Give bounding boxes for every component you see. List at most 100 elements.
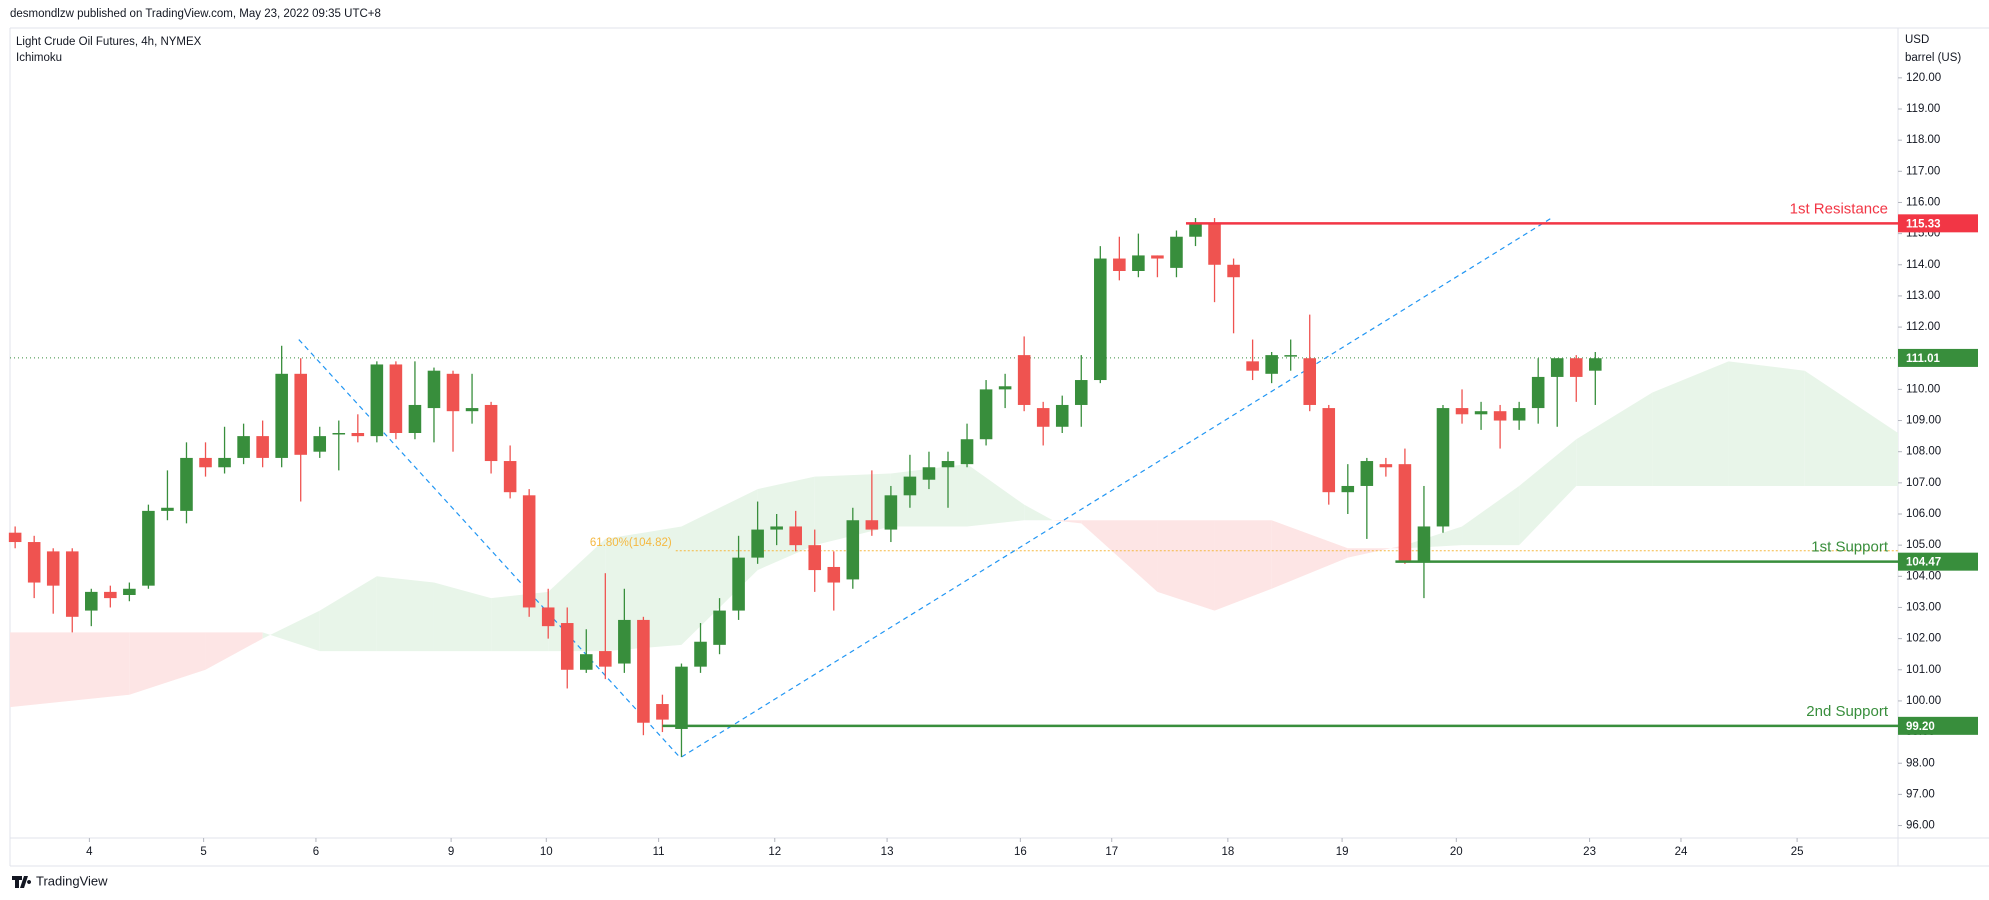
y-tick-label: 120.00 xyxy=(1906,72,1941,84)
y-tick-label: 117.00 xyxy=(1906,165,1940,177)
x-tick-label: 25 xyxy=(1791,846,1804,858)
y-tick-label: 113.00 xyxy=(1906,290,1940,302)
candle-body xyxy=(979,389,993,440)
candle-body xyxy=(1417,526,1431,561)
price-tag-label: 104.47 xyxy=(1906,557,1941,569)
candle-body xyxy=(1074,380,1088,405)
candle-body xyxy=(732,557,745,611)
candle-body xyxy=(941,461,955,468)
candle-body xyxy=(846,520,860,580)
candle-body xyxy=(104,591,117,599)
candle-body xyxy=(180,457,193,511)
y-tick-label: 114.00 xyxy=(1906,259,1940,271)
x-tick-label: 23 xyxy=(1583,846,1596,858)
y-tick-label: 100.00 xyxy=(1906,695,1941,707)
candle-body xyxy=(1531,376,1545,409)
candle-body xyxy=(503,461,517,493)
level-name: 2nd Support xyxy=(1806,703,1889,720)
candle-body xyxy=(770,526,783,530)
candle-body xyxy=(1360,461,1374,486)
candle-body xyxy=(1017,355,1031,405)
candle-body xyxy=(675,666,688,729)
candle-body xyxy=(922,467,936,480)
candle-body xyxy=(218,457,231,468)
x-tick-label: 12 xyxy=(768,846,781,858)
candle-body xyxy=(1455,408,1469,415)
candle-body xyxy=(808,545,822,571)
candle-body xyxy=(351,433,365,437)
indicator-name: Ichimoku xyxy=(16,52,62,64)
candle-body xyxy=(1189,224,1202,237)
x-tick-label: 11 xyxy=(653,846,665,858)
brand: TradingView xyxy=(36,873,108,888)
candle-body xyxy=(408,404,422,433)
candle-body xyxy=(27,542,41,583)
ichimoku-cloud xyxy=(10,632,130,708)
candle-body xyxy=(427,370,441,409)
ichimoku-cloud xyxy=(1804,370,1898,486)
y-tick-label: 110.00 xyxy=(1906,383,1940,395)
candle-body xyxy=(1589,358,1602,371)
candle-body xyxy=(560,623,574,670)
ichimoku-cloud xyxy=(1052,520,1082,524)
y-tick-label: 102.00 xyxy=(1906,633,1941,645)
candle-body xyxy=(1208,224,1221,265)
ichimoku-cloud xyxy=(1214,520,1272,611)
candle-body xyxy=(1493,411,1507,421)
ichimoku-cloud xyxy=(491,591,549,652)
candle-body xyxy=(313,436,327,452)
fib-label: 61.80%(104.82) xyxy=(590,537,672,549)
candle-body xyxy=(1227,264,1240,278)
candle-body xyxy=(1303,358,1317,405)
candle-body xyxy=(294,373,307,455)
candle-body xyxy=(1113,258,1126,271)
ichimoku-cloud xyxy=(1652,361,1729,486)
price-tag-label: 111.01 xyxy=(1906,353,1941,365)
price-tag-label: 115.33 xyxy=(1906,218,1941,230)
candle-body xyxy=(827,566,841,583)
y-tick-label: 109.00 xyxy=(1906,415,1941,427)
candle-body xyxy=(789,526,802,546)
plot xyxy=(8,217,1898,758)
unit: barrel (US) xyxy=(1905,52,1961,64)
ichimoku-cloud xyxy=(1157,520,1215,611)
candle-body xyxy=(1322,408,1336,493)
y-tick-label: 104.00 xyxy=(1906,570,1941,582)
x-tick-label: 6 xyxy=(313,846,319,858)
candle-body xyxy=(237,436,250,458)
candle-body xyxy=(1132,255,1145,271)
candle-body xyxy=(161,507,174,511)
publisher: desmondlzw published on TradingView.com,… xyxy=(10,8,381,20)
y-tick-label: 105.00 xyxy=(1906,539,1941,551)
x-tick-label: 18 xyxy=(1221,846,1234,858)
candle-body xyxy=(1341,485,1355,493)
candle-body xyxy=(884,495,898,530)
candle-body xyxy=(1398,464,1412,561)
price-tag-label: 99.20 xyxy=(1906,721,1935,733)
ichimoku-cloud xyxy=(376,576,434,652)
x-tick-label: 19 xyxy=(1336,846,1349,858)
candle-body xyxy=(1379,464,1393,468)
candle-body xyxy=(199,457,212,468)
x-tick-label: 17 xyxy=(1105,846,1118,858)
candle-body xyxy=(637,619,650,723)
ichimoku-cloud xyxy=(1081,520,1158,592)
candle-body xyxy=(903,476,917,496)
y-tick-label: 112.00 xyxy=(1906,321,1940,333)
level-name: 1st Support xyxy=(1811,539,1889,556)
level-name: 1st Resistance xyxy=(1790,200,1888,217)
candle-body xyxy=(256,436,269,458)
y-tick-label: 119.00 xyxy=(1906,103,1940,115)
candle-body xyxy=(8,532,22,543)
ichimoku-cloud xyxy=(1024,504,1053,521)
candle-body xyxy=(694,641,707,667)
y-tick-label: 106.00 xyxy=(1906,508,1941,520)
candle-body xyxy=(332,433,346,435)
candle-body xyxy=(1094,258,1107,381)
candle-body xyxy=(1170,236,1183,268)
y-tick-label: 101.00 xyxy=(1906,664,1941,676)
candle-body xyxy=(998,386,1012,390)
candle-body xyxy=(541,607,555,627)
